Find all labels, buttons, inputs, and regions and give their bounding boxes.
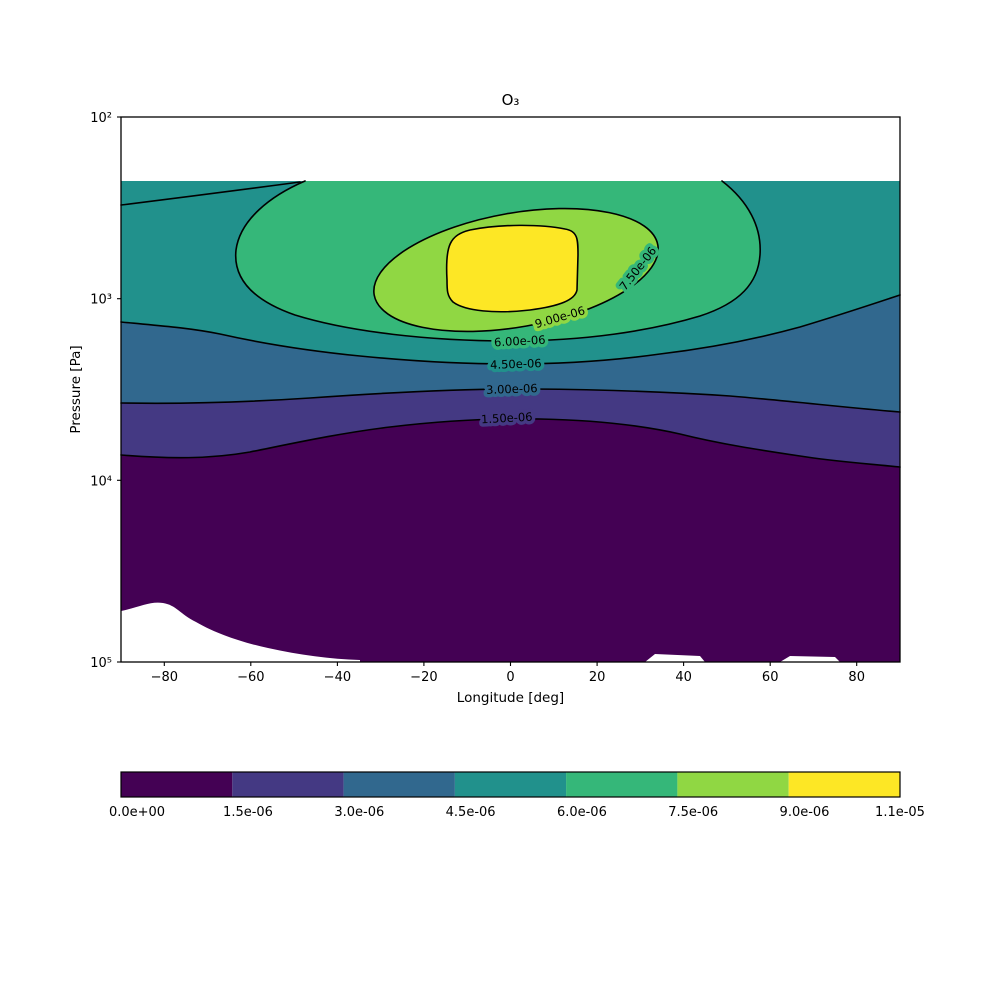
contour-fill-level-6 [446,225,578,312]
colorbar-tick-label: 0.0e+00 [109,805,165,820]
x-tick-label: 0 [506,670,514,685]
contour-line-4.5e-06 [120,294,901,365]
colorbar-tick-label: 1.5e-06 [223,805,273,820]
chart-title: O₃ [502,91,520,109]
colorbar-tick-label: 3.0e-06 [334,805,384,820]
x-tick-marks [163,662,858,666]
y-axis-label: Pressure [Pa] [68,345,84,433]
x-tick-label: −60 [237,670,264,685]
contour-lines [120,180,901,468]
colorbar-tick-labels: 0.0e+00 1.5e-06 3.0e-06 4.5e-06 6.0e-06 … [109,805,925,820]
colorbar-segment-0 [121,772,233,797]
colorbar-outline [120,771,901,798]
colorbar-tick-label: 7.5e-06 [668,805,718,820]
x-tick-label: 60 [762,670,779,685]
colorbar-segment-5 [677,772,789,797]
y-tick-label: 10⁴ [90,474,112,489]
x-tick-label: −20 [410,670,437,685]
x-tick-label: 40 [675,670,692,685]
contour-line-3e-06 [120,388,901,413]
contour-line-6e-06-edge [120,181,301,206]
contour-line-6e-06 [234,180,761,342]
y-tick-marks [117,116,121,663]
contour-label-3e-06: 3.00e-06 [486,381,538,397]
contour-line-9e-06 [445,224,579,313]
y-tick-labels: 10² 10³ 10⁴ 10⁵ [90,111,112,671]
colorbar: 0.0e+00 1.5e-06 3.0e-06 4.5e-06 6.0e-06 … [109,771,925,820]
colorbar-tick-label: 4.5e-06 [446,805,496,820]
x-tick-label: 80 [848,670,865,685]
contour-label-6e-06: 6.00e-06 [494,333,546,350]
colorbar-segment-4 [566,772,678,797]
contour-label-4.5e-06: 4.50e-06 [490,356,542,372]
x-axis-label: Longitude [deg] [457,690,564,706]
colorbar-tick-label: 1.1e-05 [875,805,925,820]
contour-label-1.5e-06: 1.50e-06 [481,410,533,427]
y-tick-label: 10² [90,111,112,126]
x-tick-labels: −80 −60 −40 −20 0 20 40 60 80 [151,670,865,685]
colorbar-tick-label: 6.0e-06 [557,805,607,820]
colorbar-tick-label: 9.0e-06 [780,805,830,820]
missing-data-region [121,602,360,662]
missing-data-sliver-2 [780,656,840,662]
contour-plot [121,181,900,662]
x-tick-label: 20 [589,670,606,685]
y-tick-label: 10³ [90,293,112,308]
x-tick-label: −80 [151,670,178,685]
colorbar-segment-6 [788,772,900,797]
y-tick-label: 10⁵ [90,656,112,671]
colorbar-segment-2 [343,772,455,797]
x-tick-label: −40 [324,670,351,685]
missing-data-sliver-1 [645,654,705,662]
colorbar-segment-3 [454,772,567,797]
contour-line-1.5e-06 [120,418,901,468]
colorbar-segment-1 [232,772,344,797]
contour-line-7.5e-06 [373,207,659,333]
